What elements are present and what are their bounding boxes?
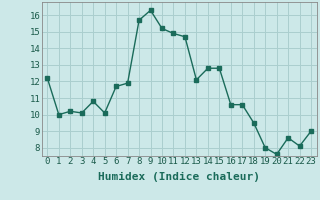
X-axis label: Humidex (Indice chaleur): Humidex (Indice chaleur) bbox=[98, 172, 260, 182]
